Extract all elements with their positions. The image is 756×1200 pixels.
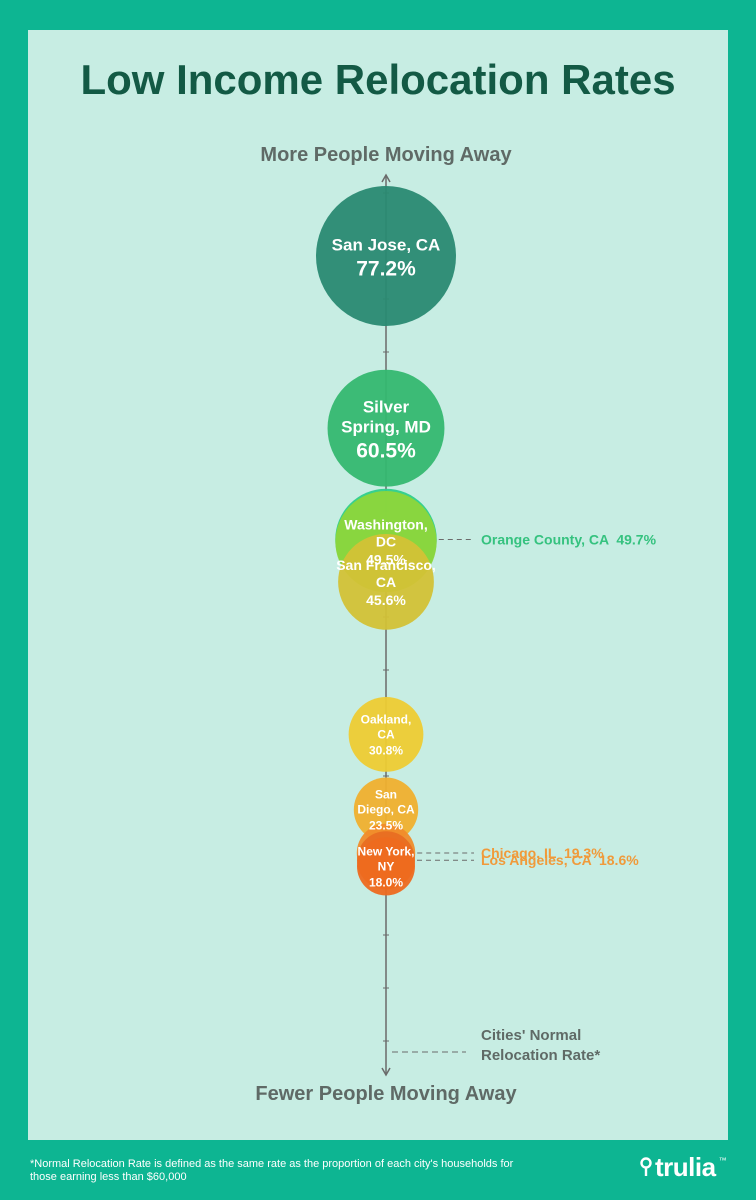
footnote-line-2: those earning less than $60,000	[30, 1171, 187, 1183]
bubble-name-label: CA	[377, 727, 395, 741]
bubble-name-label: Diego, CA	[357, 803, 415, 817]
bubble-oakland-ca	[348, 697, 424, 772]
axis-bottom-label: Fewer People Moving Away	[255, 1083, 517, 1105]
axis-arrow-up-icon	[381, 173, 391, 183]
normal-rate-label-line-1: Cities' Normal	[481, 1027, 581, 1044]
footnote: *Normal Relocation Rate is defined as th…	[30, 1158, 590, 1184]
callout-label: Orange County, CA 49.7%	[481, 532, 657, 548]
bubble-value-label: 30.8%	[369, 743, 403, 757]
chart-title: Low Income Relocation Rates	[80, 56, 676, 103]
callout-label: Chicago, IL 19.3%	[481, 845, 604, 861]
bubble-name-label: Silver	[363, 398, 410, 417]
bubble-name-label: Washington,	[344, 517, 427, 533]
bubble-name-label: San	[375, 788, 397, 802]
bubble-name-label: NY	[378, 859, 395, 873]
bubble-value-label: 77.2%	[356, 258, 416, 281]
location-pin-icon	[640, 1157, 652, 1176]
bubble-value-label: 49.5%	[366, 552, 406, 568]
bubble-san-diego-ca	[353, 777, 419, 842]
normal-rate-label-line-2: Relocation Rate*	[481, 1047, 600, 1064]
bubble-name-label: Oakland,	[361, 712, 412, 726]
trulia-logo: trulia ™	[640, 1152, 727, 1182]
bubble-name-label: San Francisco,	[336, 557, 436, 573]
bubble-value-label: 23.5%	[369, 819, 403, 833]
bubble-name-label: Spring, MD	[341, 418, 431, 437]
bubble-name-label: DC	[376, 534, 396, 550]
bubble-new-york-ny	[357, 837, 415, 896]
bubble-value-label: 18.0%	[369, 875, 403, 889]
axis-top-label: More People Moving Away	[260, 144, 512, 166]
bubble-san-jose-ca	[316, 186, 456, 326]
bubble-value-label: 60.5%	[356, 440, 416, 463]
bubble-san-francisco-ca	[338, 533, 434, 630]
bubble-name-label: CA	[376, 574, 396, 590]
bubble-value-label: 45.6%	[366, 592, 406, 608]
bubble-name-label: San Jose, CA	[332, 236, 441, 255]
axis-arrow-down-icon	[381, 1067, 391, 1077]
brand-name: trulia	[655, 1151, 716, 1182]
bubble-name-label: New York,	[358, 844, 415, 858]
trademark-mark: ™	[718, 1156, 727, 1165]
footnote-line-1: *Normal Relocation Rate is defined as th…	[30, 1158, 514, 1170]
callout-label: Los Angeles, CA 18.6%	[481, 852, 639, 868]
bubble-silver-spring-md	[327, 369, 445, 487]
